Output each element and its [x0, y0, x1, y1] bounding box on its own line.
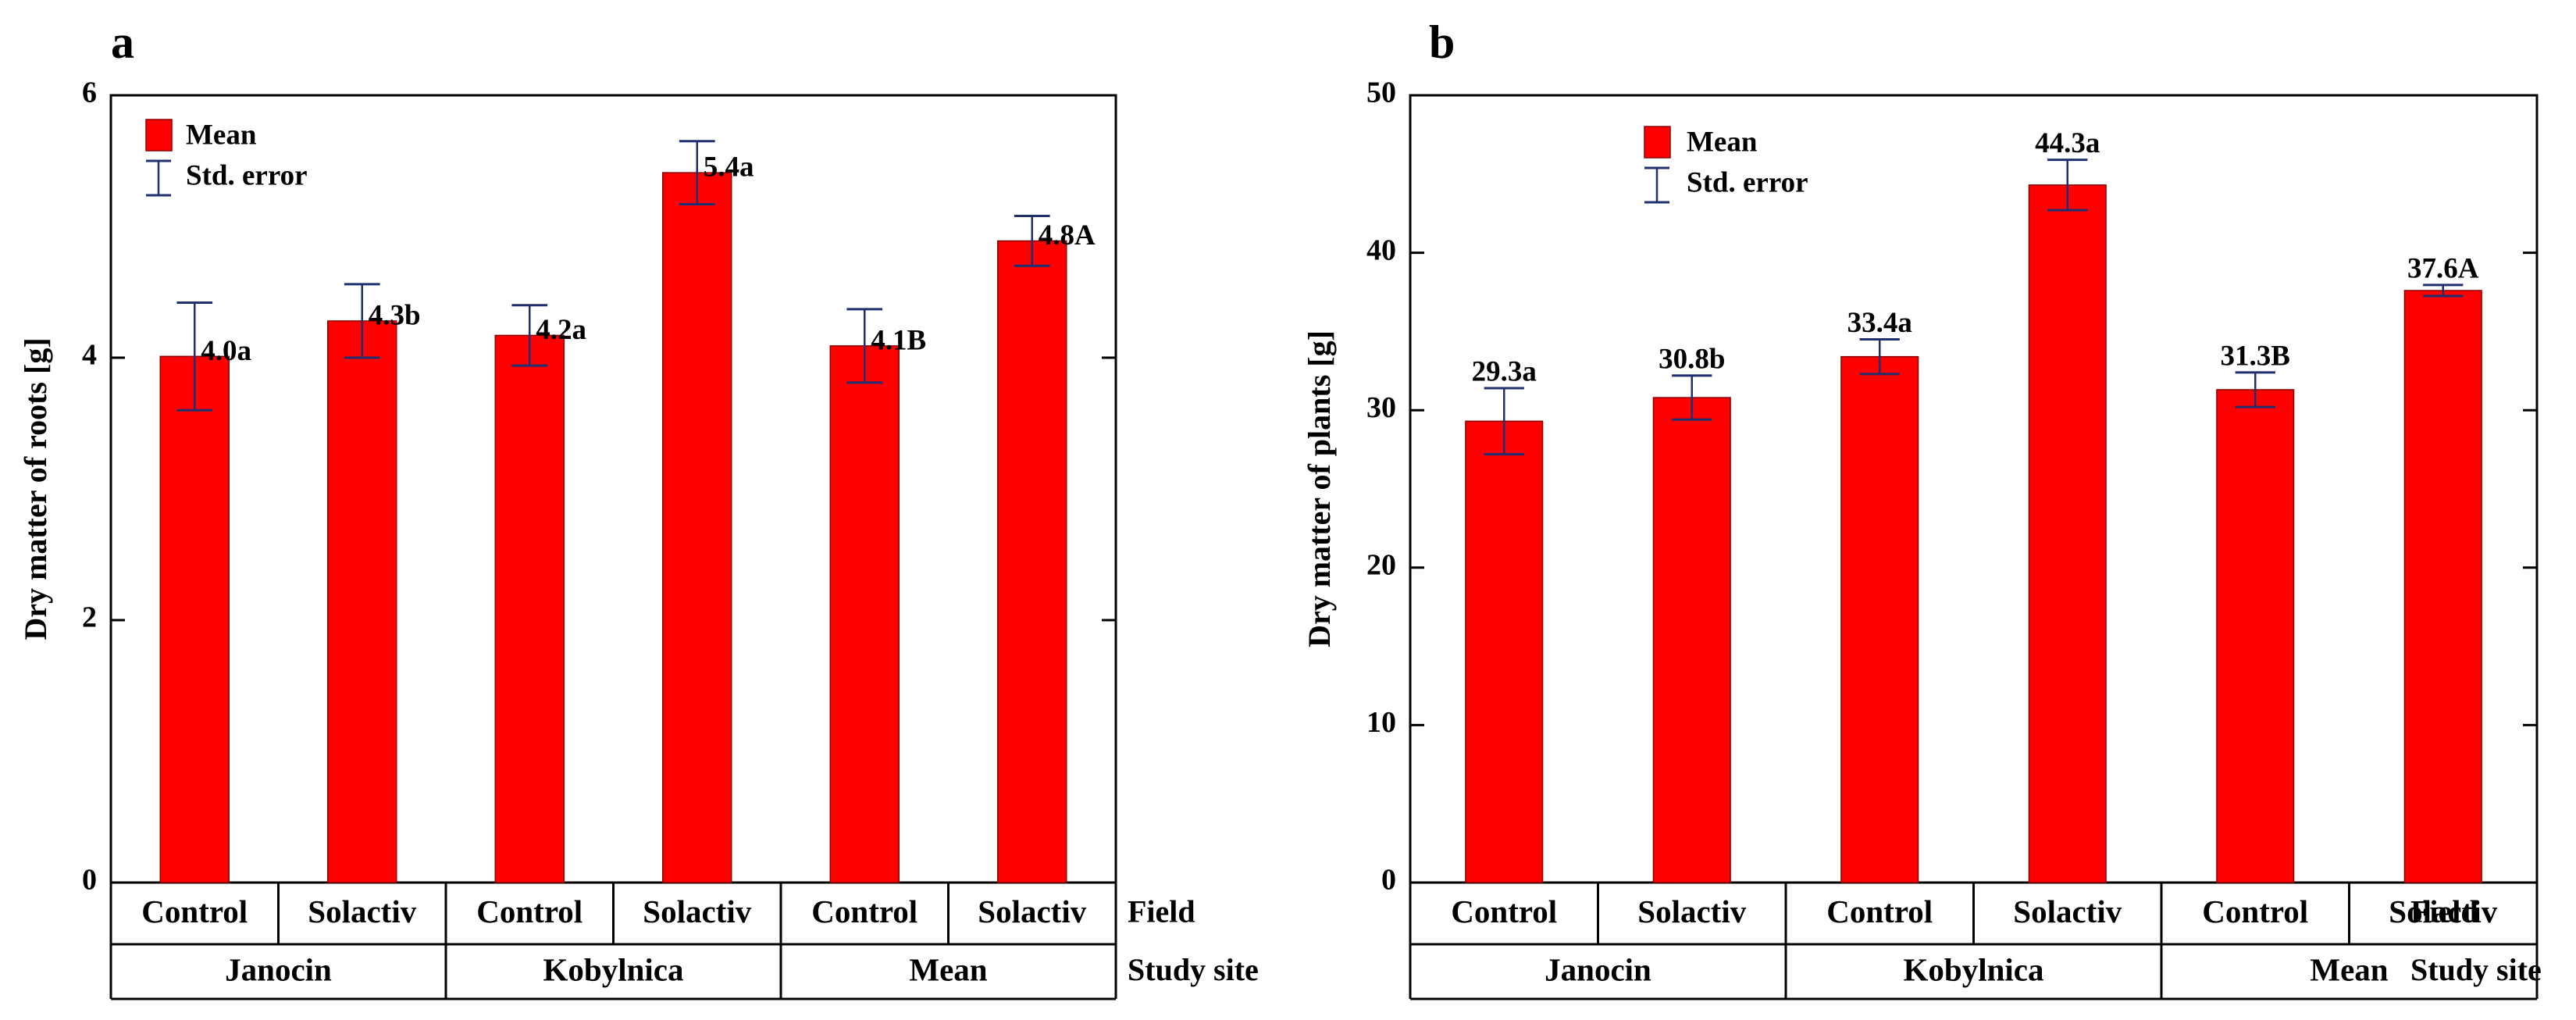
x-tick-label: Solactiv [978, 893, 1086, 929]
y-axis-label: Dry matter of roots [g] [18, 337, 53, 640]
y-axis-label: Dry matter of plants [g] [1302, 330, 1337, 647]
bar [1840, 355, 1919, 883]
group-label: Kobylnica [1904, 951, 2044, 987]
x-tick-label: Control [2202, 893, 2308, 929]
y-tick-label: 2 [82, 601, 97, 634]
panel-label: a [111, 16, 134, 68]
data-label: 4.0a [201, 335, 251, 367]
row-title-field: Field [1128, 894, 1195, 929]
x-tick-label: Control [1451, 893, 1557, 929]
bar [829, 345, 900, 883]
data-label: 4.8A [1039, 219, 1096, 251]
bar [1652, 397, 1731, 883]
y-tick-label: 50 [1366, 77, 1396, 109]
data-label: 37.6A [2407, 252, 2479, 284]
x-tick-label: Solactiv [308, 893, 416, 929]
y-tick-label: 40 [1366, 234, 1396, 266]
bar [2216, 389, 2295, 883]
group-label: Janocin [225, 951, 332, 987]
data-label: 44.3a [2035, 127, 2100, 159]
y-tick-label: 10 [1366, 706, 1396, 739]
y-tick-label: 4 [82, 339, 97, 372]
y-tick-label: 30 [1366, 391, 1396, 424]
legend-swatch-mean [1644, 126, 1671, 159]
bar [159, 355, 230, 883]
bar [2028, 184, 2107, 883]
legend: Mean Std. error [1644, 126, 1808, 204]
legend-label-mean: Mean [1687, 126, 1758, 158]
data-label: 5.4a [704, 152, 754, 184]
group-label: Kobylnica [543, 951, 684, 987]
legend-label-mean: Mean [186, 119, 257, 151]
x-tick-label: Solactiv [2013, 893, 2122, 929]
legend-swatch-mean [145, 119, 173, 152]
legend-label-error: Std. error [186, 159, 308, 191]
bar [2403, 290, 2482, 883]
x-tick-label: Solactiv [1637, 893, 1746, 929]
row-title-field: Field [2410, 894, 2478, 929]
row-title-site: Study site [1128, 952, 1259, 987]
bar [997, 240, 1067, 883]
chart-panel-b: b 0 10 20 30 40 50 Dry matter of plants [g] 29.3… [1302, 16, 2542, 1000]
y-tick-label: 0 [82, 864, 97, 897]
chart-panel-a: a 0 2 4 6 Dry matter of roots [g] 4.0a 4.3b 4.2a… [18, 16, 1259, 1000]
bar [327, 320, 397, 883]
group-label: Janocin [1545, 951, 1651, 987]
x-tick-label: Control [1826, 893, 1933, 929]
y-tick-label: 0 [1381, 864, 1396, 897]
plot-frame [109, 94, 1117, 884]
group-label: Mean [2310, 951, 2388, 987]
data-label: 4.3b [369, 299, 421, 331]
data-label: 33.4a [1847, 307, 1912, 339]
y-tick-label: 20 [1366, 549, 1396, 582]
data-label: 29.3a [1472, 355, 1537, 387]
data-label: 4.1B [871, 324, 926, 356]
x-tick-label: Control [811, 893, 917, 929]
x-tick-label: Solactiv [643, 893, 751, 929]
x-tick-label: Control [476, 893, 583, 929]
data-label: 30.8b [1659, 343, 1725, 375]
x-tick-label: Solactiv [2389, 893, 2497, 929]
panel-label: b [1429, 16, 1455, 68]
bar [494, 334, 565, 883]
data-label: 4.2a [536, 314, 586, 346]
legend-label-error: Std. error [1687, 166, 1808, 198]
plot-frame [1409, 94, 2539, 884]
bar [662, 172, 732, 883]
group-label: Mean [909, 951, 987, 987]
data-label: 31.3B [2221, 340, 2290, 372]
row-title-site: Study site [2410, 952, 2542, 987]
legend: Mean Std. error [145, 119, 308, 197]
bar [1465, 420, 1544, 883]
y-tick-label: 6 [82, 77, 97, 109]
x-tick-label: Control [141, 893, 248, 929]
